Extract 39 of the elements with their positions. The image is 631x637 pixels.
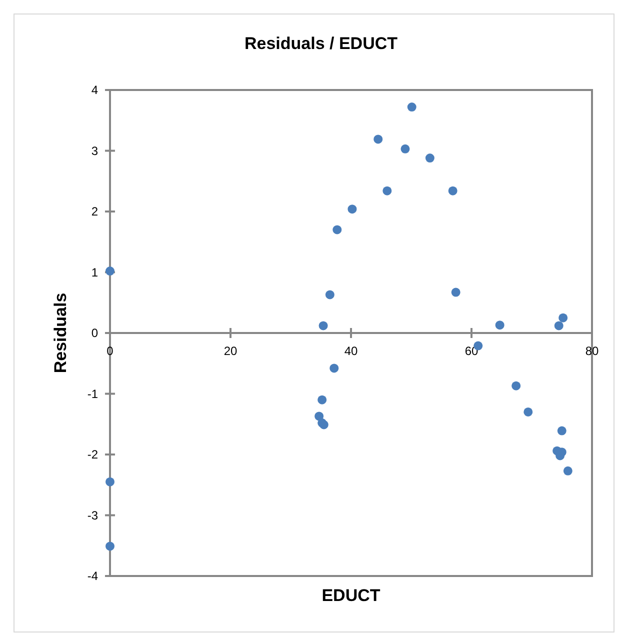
point <box>106 542 114 551</box>
point <box>495 320 504 330</box>
y-axis-title: Residuals <box>51 292 70 374</box>
point <box>318 321 328 330</box>
point <box>558 313 568 322</box>
point <box>325 290 334 300</box>
y-tick-label: -3 <box>87 508 98 522</box>
x-tick-label: 40 <box>344 344 358 358</box>
point <box>348 204 357 214</box>
point <box>106 266 114 276</box>
point <box>330 364 339 373</box>
y-tick-label: 3 <box>91 144 98 158</box>
point <box>451 288 460 297</box>
x-axis-title: EDUCT <box>322 586 381 605</box>
point <box>407 102 416 112</box>
point <box>332 225 342 234</box>
y-tick-label: 4 <box>91 83 98 98</box>
y-tick-label: -4 <box>87 569 98 584</box>
y-tick-label: 1 <box>91 265 98 280</box>
point <box>524 407 533 416</box>
point <box>448 186 458 196</box>
x-tick-label: 20 <box>224 344 238 358</box>
point <box>106 477 114 486</box>
y-tick-label: 2 <box>91 204 98 219</box>
point <box>382 186 392 196</box>
point <box>425 154 434 163</box>
point <box>557 426 566 436</box>
point <box>374 134 383 144</box>
x-tick-label: 80 <box>585 344 599 358</box>
point <box>512 381 521 390</box>
y-tick-label: -1 <box>87 386 98 401</box>
y-tick-label: 0 <box>91 326 98 340</box>
y-tick-label: -2 <box>87 448 98 462</box>
point <box>563 466 572 476</box>
point <box>400 144 410 154</box>
chart-title: Residuals / EDUCT <box>244 34 398 53</box>
x-tick-label: 0 <box>106 344 114 358</box>
point <box>554 321 564 330</box>
point <box>318 395 327 404</box>
